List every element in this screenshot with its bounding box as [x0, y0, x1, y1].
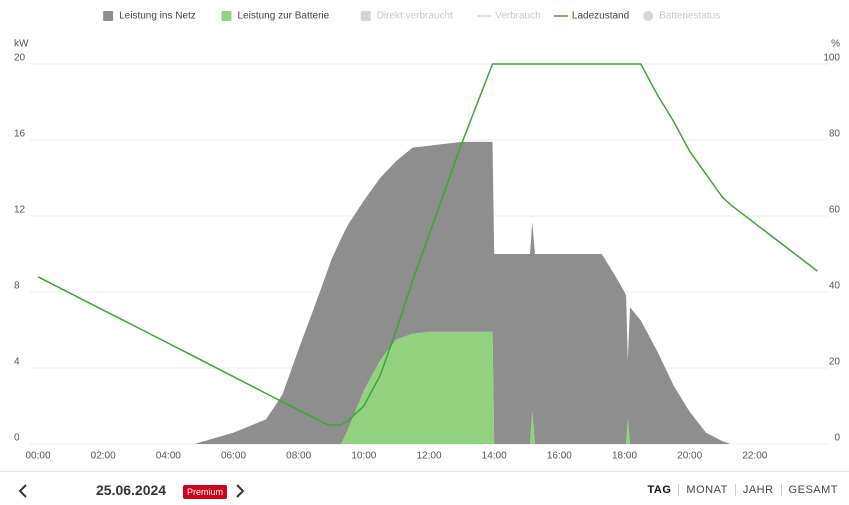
- y2-tick-label: 100: [823, 53, 840, 64]
- tab[interactable]: MONAT: [678, 484, 734, 496]
- y-tick-label: 8: [14, 281, 20, 292]
- legend-marker: [103, 11, 114, 21]
- x-tick-label: 16:00: [547, 451, 572, 462]
- x-tick-label: 14:00: [482, 451, 507, 462]
- y-axis-unit: kW: [14, 39, 29, 50]
- y2-tick-label: 80: [829, 129, 841, 140]
- nav-arrows: [18, 484, 245, 498]
- legend-label[interactable]: Batteriestatus: [659, 11, 720, 22]
- x-tick-label: 22:00: [742, 451, 767, 462]
- legend-marker: [360, 11, 371, 21]
- legend-label[interactable]: Direkt verbraucht: [377, 11, 453, 22]
- prev-arrow[interactable]: [18, 484, 27, 498]
- legend-marker: [221, 11, 232, 21]
- legend-label[interactable]: Ladezustand: [572, 11, 629, 22]
- navigation-bar: 25.06.2024 Premium TAG MONAT JAHR GESAMT: [0, 471, 849, 505]
- chart: kW % 0 4 8 12 16 20 0 20 40 60 80 100 00:00 02:00 04:00 0…: [14, 11, 841, 462]
- y2-tick-label: 60: [829, 205, 841, 216]
- y2-tick-label: 0: [834, 433, 840, 444]
- premium-badge[interactable]: Premium: [183, 485, 228, 499]
- tab[interactable]: TAG: [647, 484, 672, 496]
- area: [38, 331, 818, 444]
- x-tick-label: 00:00: [25, 451, 50, 462]
- x-tick-label: 10:00: [351, 451, 376, 462]
- x-tick-label: 06:00: [221, 451, 246, 462]
- legend-label[interactable]: Verbrauch: [495, 11, 541, 22]
- legend-label[interactable]: Leistung zur Batterie: [238, 11, 330, 22]
- legend-label[interactable]: Leistung ins Netz: [119, 11, 196, 22]
- x-tick-label: 04:00: [156, 451, 181, 462]
- tabs: TAG MONAT JAHR GESAMT: [641, 484, 846, 496]
- y-tick-label: 4: [14, 357, 20, 368]
- y2-tick-label: 20: [829, 357, 841, 368]
- tab[interactable]: GESAMT: [780, 484, 845, 496]
- area: [38, 141, 818, 444]
- x-tick-label: 12:00: [416, 451, 441, 462]
- y2-axis-unit: %: [831, 39, 840, 50]
- y-tick-label: 20: [14, 53, 26, 64]
- line: [37, 63, 818, 426]
- x-tick-label: 02:00: [91, 451, 116, 462]
- x-tick-label: 18:00: [612, 451, 637, 462]
- legend-marker: [643, 11, 654, 21]
- date: 25.06.2024: [96, 482, 167, 498]
- y-tick-label: 0: [14, 433, 20, 444]
- next-arrow[interactable]: [236, 484, 245, 498]
- y-tick-label: 16: [14, 129, 26, 140]
- y2-tick-label: 40: [829, 281, 841, 292]
- x-tick-label: 08:00: [286, 451, 311, 462]
- y-tick-label: 12: [14, 205, 26, 216]
- x-tick-label: 20:00: [677, 451, 702, 462]
- tab[interactable]: JAHR: [734, 484, 781, 496]
